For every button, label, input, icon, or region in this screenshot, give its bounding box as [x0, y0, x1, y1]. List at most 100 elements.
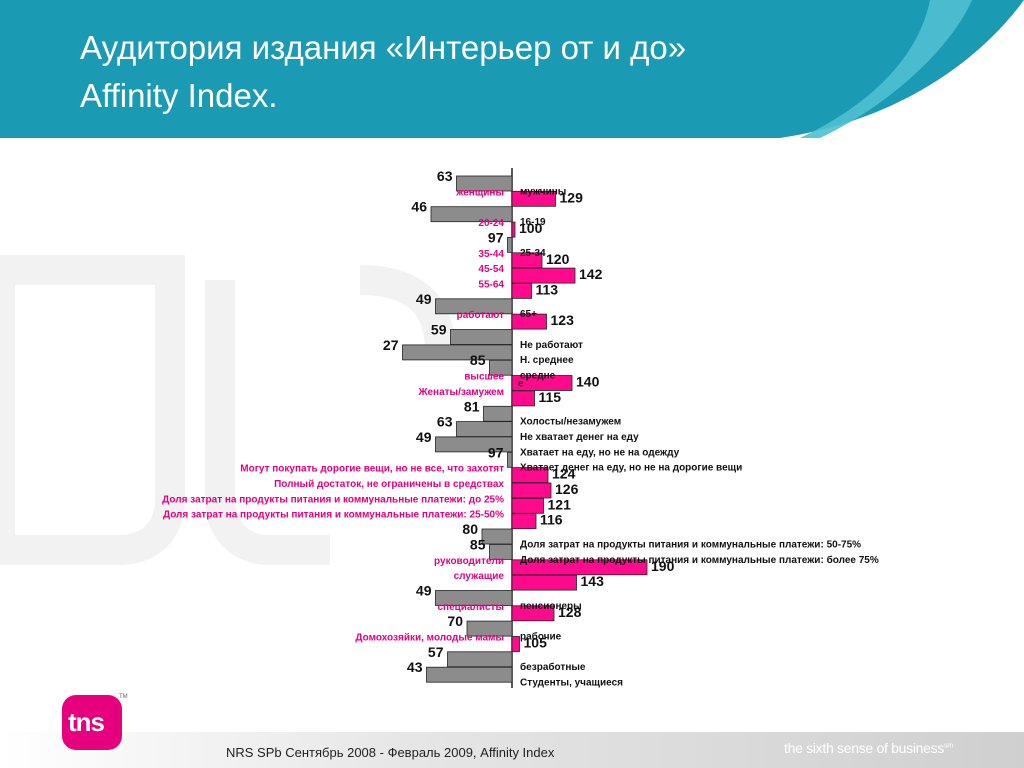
- bar-31: [447, 651, 513, 668]
- bar-value-5: 120: [546, 251, 570, 267]
- tns-logo: [62, 695, 122, 750]
- category-label-30: Домохозяйки, молодые мамы: [355, 633, 504, 644]
- category-label-20: Полный достаток, не ограничены в средств…: [274, 479, 504, 490]
- bar-value-11: 27: [383, 337, 399, 353]
- bar-29: [466, 620, 513, 637]
- category-label-14: Женаты/замужем: [417, 387, 504, 398]
- bar-22: [511, 513, 537, 530]
- bar-value-0: 63: [437, 168, 453, 184]
- category-label-21: Доля затрат на продукты питания и коммун…: [162, 494, 504, 505]
- category-label-27: пенсионеры: [520, 601, 582, 612]
- bar-10: [450, 329, 513, 345]
- tns-logo-tm: TM: [119, 694, 128, 700]
- category-label-32: Студенты, учащиеся: [520, 678, 623, 689]
- category-label-9: работают: [457, 309, 504, 321]
- bar-12: [489, 359, 513, 376]
- bar-6: [511, 267, 576, 284]
- header-background: [0, 0, 1024, 138]
- bar-26: [511, 574, 577, 591]
- bar-value-7: 113: [536, 281, 559, 297]
- bar-value-2: 46: [411, 199, 427, 215]
- category-label-24: Доля затрат на продукты питания и коммун…: [520, 554, 879, 566]
- bar-7: [511, 282, 532, 299]
- category-label-15: Холосты/незамужем: [520, 417, 621, 428]
- bar-23: [481, 528, 513, 545]
- bar-value-28: 128: [558, 604, 582, 620]
- tagline-text: the sixth sense of business: [784, 740, 944, 756]
- bar-value-6: 142: [579, 266, 603, 282]
- bar-25: [511, 559, 648, 576]
- category-label-31: безработные: [520, 661, 586, 673]
- bar-value-16: 63: [437, 414, 453, 430]
- category-label-1: женщины: [455, 187, 504, 198]
- bar-value-18: 97: [488, 444, 504, 460]
- footer-bar: [0, 732, 1024, 768]
- bar-value-22: 116: [540, 512, 563, 528]
- category-label-12: средне: [520, 371, 556, 382]
- background-watermark: [0, 255, 455, 565]
- bar-value-29: 70: [447, 613, 463, 629]
- bar-value-3: 100: [519, 220, 543, 236]
- category-label-19: Могут покупать дорогие вещи, но не все, …: [240, 464, 504, 475]
- category-label-18: Хватает денег на еду, но не на дорогие в…: [520, 463, 742, 474]
- bar-15: [483, 405, 513, 422]
- values-group: 63 129 46 100 97 120 142 113 49 123 59 27 85 140 115 81…: [383, 168, 675, 675]
- bar-value-8: 49: [416, 291, 432, 307]
- bar-21: [511, 497, 544, 514]
- bar-28: [511, 605, 555, 622]
- bar-value-31: 57: [428, 644, 444, 660]
- stray-label: е: [518, 379, 524, 390]
- bar-9: [511, 313, 547, 330]
- bar-value-24: 85: [470, 536, 486, 552]
- category-label-6: 45-54: [478, 264, 504, 275]
- category-label-0: мужчины: [520, 186, 566, 197]
- header-swoosh: [800, 0, 972, 138]
- category-label-23: Доля затрат на продукты питания и коммун…: [520, 539, 861, 550]
- category-label-16: Не хватает денег на еду: [520, 432, 639, 443]
- affinity-chart: 63 129 46 100 97 120 142 113 49 123 59 27 85 140 115 81…: [162, 168, 879, 689]
- bar-value-14: 115: [539, 389, 562, 405]
- category-label-2: 16-19: [520, 217, 546, 228]
- bars-group: [402, 175, 648, 683]
- category-label-3: 20-24: [478, 218, 504, 229]
- bar-11: [402, 344, 513, 361]
- bar-17: [435, 436, 513, 453]
- bar-1: [511, 190, 556, 207]
- category-label-28: специалисты: [437, 602, 504, 613]
- bar-value-30: 105: [524, 635, 548, 651]
- category-label-7: 55-64: [478, 279, 504, 290]
- bar-30: [511, 636, 520, 652]
- category-label-25: руководители: [434, 556, 504, 567]
- bar-3: [511, 221, 516, 238]
- page-title-line-2: Affinity Index.: [80, 77, 278, 114]
- bar-value-15: 81: [464, 398, 480, 414]
- category-label-26: служащие: [454, 571, 505, 582]
- bar-18: [507, 451, 513, 468]
- bar-value-21: 121: [548, 496, 572, 512]
- category-label-8: 65+: [520, 309, 537, 320]
- category-label-10: Не работают: [520, 339, 583, 351]
- bar-value-10: 59: [431, 322, 447, 338]
- bar-value-1: 129: [560, 189, 584, 205]
- tns-logo-text: tns: [68, 707, 105, 737]
- category-label-29: рабочие: [520, 631, 562, 643]
- bar-value-32: 43: [407, 659, 423, 675]
- bar-20: [511, 482, 552, 499]
- bar-value-27: 49: [416, 583, 432, 599]
- category-label-22: Доля затрат на продукты питания и коммун…: [163, 510, 504, 521]
- bar-value-20: 126: [555, 481, 579, 497]
- bar-16: [456, 421, 513, 438]
- bar-2: [430, 206, 513, 223]
- bar-0: [456, 175, 513, 192]
- tagline: the sixth sense of businesssm: [784, 740, 953, 756]
- bar-value-12: 85: [470, 352, 486, 368]
- bar-value-26: 143: [581, 573, 605, 589]
- category-label-13: высшее: [464, 372, 504, 383]
- category-label-5: 35-44: [478, 249, 504, 260]
- bar-value-4: 97: [488, 229, 504, 245]
- header-band: [0, 0, 1024, 138]
- category-label-17: Хватает на еду, но не на одежду: [520, 447, 680, 458]
- bar-32: [426, 666, 513, 683]
- bar-value-19: 124: [552, 466, 576, 482]
- bar-value-17: 49: [416, 429, 432, 445]
